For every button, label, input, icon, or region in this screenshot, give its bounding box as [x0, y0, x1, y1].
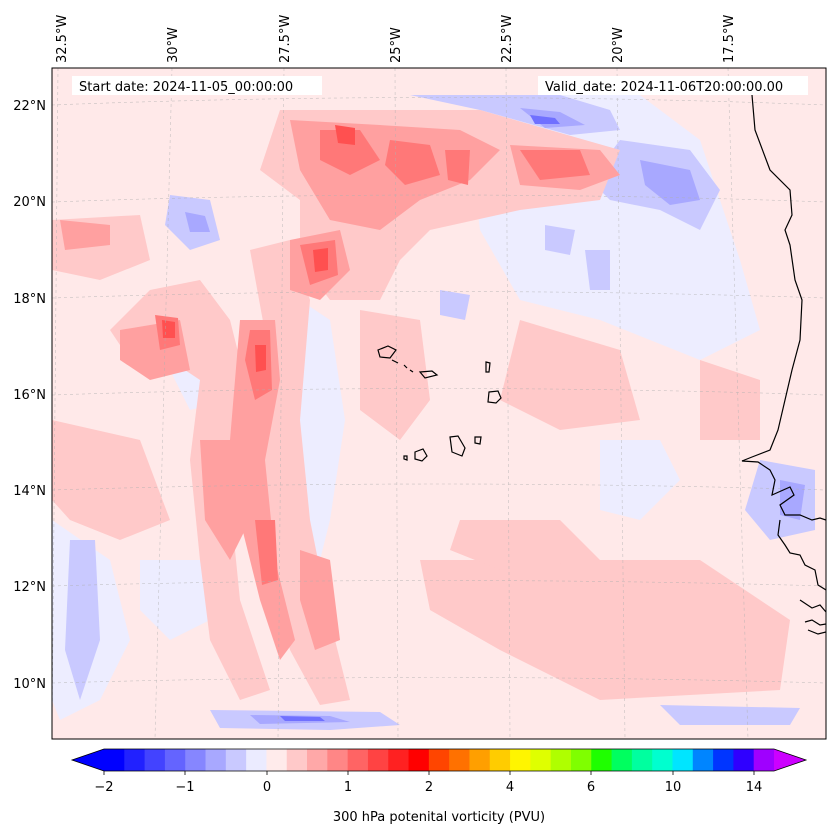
colorbar-segment: [672, 749, 694, 771]
gridlines: [52, 68, 826, 739]
colorbar-segment: [713, 749, 734, 771]
lon-label-20w: 20°W: [611, 27, 626, 63]
colorbar-segments: [104, 749, 775, 771]
cb-tick-label: 1: [344, 780, 352, 795]
cb-tick-label: 4: [506, 780, 514, 795]
cb-tick-label: 10: [665, 780, 682, 795]
colorbar-segment: [570, 749, 592, 771]
valid-date-text: Valid_date: 2024-11-06T20:00:00.00: [545, 80, 783, 95]
colorbar-segment: [367, 749, 389, 771]
colorbar-segment: [753, 749, 775, 771]
lon-label-27-5w: 27.5°W: [278, 15, 293, 63]
cb-tick-label: −1: [175, 780, 194, 795]
lon-label-25w: 25°W: [389, 27, 404, 63]
cb-tick-label: 14: [746, 780, 763, 795]
colorbar-segment: [449, 749, 471, 771]
colorbar: −2 −1 0 1 2 4 6 10 14 300 hPa potenital …: [70, 748, 808, 825]
cb-tick-label: −2: [94, 780, 113, 795]
colorbar-segment: [124, 749, 146, 771]
colorbar-segment: [469, 749, 491, 771]
lat-labels: 22°N 20°N 18°N 16°N 14°N 12°N 10°N: [13, 99, 46, 692]
lat-label-22n: 22°N: [13, 99, 46, 114]
map-panel: [52, 68, 826, 739]
colorbar-segment: [347, 749, 369, 771]
start-date-box: [72, 76, 322, 95]
colorbar-segment: [266, 749, 288, 771]
lon-label-17-5w: 17.5°W: [722, 15, 737, 63]
dark-red-regions: [162, 125, 355, 372]
colorbar-segment: [327, 749, 349, 771]
colorbar-segment: [388, 749, 410, 771]
lon-labels: 32.5°W 30°W 27.5°W 25°W 22.5°W 20°W 17.5…: [55, 15, 737, 63]
colorbar-segment: [408, 749, 430, 771]
colorbar-segment: [591, 749, 613, 771]
lat-label-12n: 12°N: [13, 580, 46, 595]
colorbar-low-extension: [72, 749, 104, 771]
start-date-text: Start date: 2024-11-05_00:00:00: [79, 80, 293, 95]
colorbar-label: 300 hPa potenital vorticity (PVU): [333, 810, 545, 825]
cb-tick-label: 6: [587, 780, 595, 795]
africa-coastline: [741, 94, 826, 635]
colorbar-segment: [652, 749, 674, 771]
valid-date-box: [538, 76, 808, 95]
lon-label-22-5w: 22.5°W: [500, 15, 515, 63]
colorbar-segment: [307, 749, 328, 771]
lon-label-32-5w: 32.5°W: [55, 15, 70, 63]
colorbar-segment: [428, 749, 450, 771]
colorbar-segment: [550, 749, 572, 771]
colorbar-segment: [225, 749, 247, 771]
lon-label-30w: 30°W: [166, 27, 181, 63]
colorbar-ticks: [103, 771, 755, 775]
lat-label-14n: 14°N: [13, 484, 46, 499]
lat-label-20n: 20°N: [13, 195, 46, 210]
lat-label-16n: 16°N: [13, 388, 46, 403]
colorbar-segment: [286, 749, 308, 771]
colorbar-segment: [489, 749, 511, 771]
colorbar-segment: [144, 749, 166, 771]
cb-tick-label: 2: [425, 780, 433, 795]
colorbar-segment: [692, 749, 714, 771]
colorbar-high-extension: [774, 749, 806, 771]
colorbar-segment: [164, 749, 186, 771]
colorbar-segment: [631, 749, 653, 771]
cb-tick-label: 0: [263, 780, 271, 795]
colorbar-segment: [733, 749, 755, 771]
deep-blue-regions: [280, 115, 560, 721]
map-frame: [51, 67, 827, 740]
colorbar-segment: [104, 749, 125, 771]
colorbar-segment: [611, 749, 633, 771]
colorbar-segment: [246, 749, 268, 771]
lat-label-18n: 18°N: [13, 292, 46, 307]
colorbar-segment: [205, 749, 227, 771]
cape-verde-islands: [377, 345, 502, 462]
lat-label-10n: 10°N: [13, 677, 46, 692]
colorbar-segment: [530, 749, 552, 771]
colorbar-segment: [510, 749, 531, 771]
colorbar-segment: [185, 749, 207, 771]
colorbar-tick-labels: −2 −1 0 1 2 4 6 10 14: [94, 780, 762, 795]
